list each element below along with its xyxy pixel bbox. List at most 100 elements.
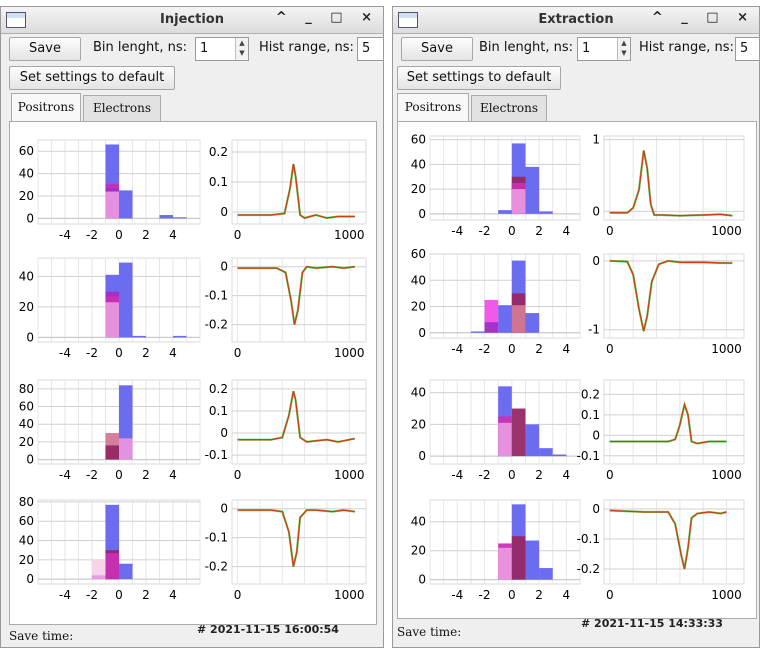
x-tick-label: 1000 [711, 224, 742, 238]
y-tick-label: 60 [19, 144, 34, 158]
x-tick-label: 1000 [334, 346, 365, 360]
y-tick-label: 80 [19, 382, 34, 396]
x-tick-label: 4 [169, 588, 177, 602]
y-tick-label: 0.2 [209, 145, 228, 159]
waveform-trace [237, 390, 355, 443]
set-default-button[interactable]: Set settings to default [9, 66, 175, 90]
y-tick-label: 60 [19, 514, 34, 528]
y-tick-label: 20 [411, 544, 426, 558]
window-icon [398, 12, 418, 28]
y-tick-label: 0.1 [209, 404, 228, 418]
x-tick-label: 2 [142, 588, 150, 602]
y-tick-label: -1 [588, 323, 600, 337]
title-bar[interactable]: Extraction ^ _ □ × [393, 7, 759, 34]
histogram-bar [470, 331, 485, 333]
x-tick-label: 4 [563, 224, 571, 238]
y-tick-label: 20 [411, 417, 426, 431]
x-tick-label: 0 [234, 588, 242, 602]
plot-right-0: 0 20 40 60 -4 -2 0 2 4 [411, 133, 581, 238]
x-tick-label: -4 [59, 228, 71, 242]
plot-area [603, 135, 745, 221]
bin-length-spinbox[interactable]: 1 ▲ ▼ [577, 37, 631, 61]
plot-left-4: 0 20 40 60 80 -4 -2 0 2 4 [19, 379, 201, 482]
plot-left-2: 0 20 40 -4 -2 0 2 4 [19, 257, 201, 360]
plot-right-6: 0 20 40 -4 -2 0 2 4 [411, 499, 581, 602]
window-icon [6, 12, 26, 28]
x-tick-label: 2 [142, 346, 150, 360]
y-tick-label: 0 [418, 326, 426, 340]
y-tick-label: 0.1 [209, 175, 228, 189]
spin-arrows-icon[interactable]: ▲ ▼ [617, 38, 630, 60]
extraction-window: Extraction ^ _ □ × Save Bin lenght, ns: … [392, 6, 760, 648]
tab-positrons[interactable]: Positrons [11, 93, 81, 121]
window-controls[interactable]: ^ _ □ × [651, 10, 755, 25]
y-tick-label: 40 [19, 269, 34, 283]
y-tick-label: 60 [411, 133, 426, 147]
x-tick-label: 2 [535, 588, 543, 602]
waveform-trace [609, 402, 727, 445]
tab-electrons[interactable]: Electrons [471, 95, 547, 121]
x-tick-label: 0 [606, 224, 614, 238]
x-tick-label: 2 [535, 224, 543, 238]
waveform-trace [237, 163, 355, 219]
x-tick-label: -2 [479, 468, 491, 482]
x-tick-label: 0 [115, 468, 123, 482]
bin-length-spinbox[interactable]: 1 ▲ ▼ [195, 37, 249, 61]
tab-positrons[interactable]: Positrons [397, 93, 469, 121]
x-tick-label: 1000 [334, 588, 365, 602]
y-tick-label: 0 [220, 205, 228, 219]
save-button[interactable]: Save [401, 37, 473, 61]
x-tick-label: 1000 [711, 588, 742, 602]
histogram-bar [119, 563, 133, 580]
waveform-trace [237, 265, 355, 325]
x-tick-label: 0 [234, 468, 242, 482]
histogram-bar [552, 454, 567, 457]
x-tick-label: 0 [234, 346, 242, 360]
x-tick-label: 0 [606, 588, 614, 602]
plot-right-1: 1 00 1000 [592, 133, 745, 238]
y-tick-label: -0.2 [577, 562, 600, 576]
y-tick-label: 0 [592, 428, 600, 442]
plot-area [603, 253, 745, 339]
window-controls[interactable]: ^ _ □ × [275, 10, 379, 25]
y-tick-label: -0.2 [205, 560, 228, 574]
x-tick-label: -4 [59, 468, 71, 482]
histogram-bar [119, 438, 133, 460]
y-tick-label: 40 [411, 515, 426, 529]
x-tick-label: 0 [606, 468, 614, 482]
plots-panel: 0 20 40 60 -4 -2 0 2 4 1 0 0 1000 0 20 40 60 -4 -2 0 2 4 0 -1 0 1… [397, 121, 757, 619]
x-tick-label: -2 [86, 346, 98, 360]
title-bar[interactable]: Injection ^ _ □ × [1, 7, 383, 34]
spin-arrows-icon[interactable]: ▲ ▼ [235, 38, 248, 60]
histogram-bar [525, 166, 540, 214]
y-tick-label: 40 [19, 167, 34, 181]
histogram-bar [173, 335, 187, 338]
x-tick-label: -4 [59, 588, 71, 602]
y-tick-label: -0.1 [577, 449, 600, 463]
set-default-button[interactable]: Set settings to default [397, 66, 561, 90]
histogram-bar [92, 575, 106, 580]
y-tick-label: 1 [592, 133, 600, 147]
y-tick-label: -0.2 [205, 318, 228, 332]
x-tick-label: 1000 [334, 228, 365, 242]
tab-electrons[interactable]: Electrons [83, 95, 161, 121]
y-tick-label: -0.1 [205, 289, 228, 303]
y-tick-label: 0 [592, 254, 600, 268]
y-tick-label: 20 [411, 182, 426, 196]
y-tick-label: 0 [26, 572, 34, 586]
y-tick-label: 40 [411, 386, 426, 400]
histogram-bar [119, 262, 133, 338]
bin-length-value: 1 [200, 41, 209, 56]
y-tick-label: 60 [19, 400, 34, 414]
histogram-bar [539, 448, 553, 457]
histogram-bar [511, 408, 526, 457]
x-tick-label: 4 [563, 588, 571, 602]
hist-range-spinbox[interactable]: 5 [735, 37, 759, 61]
hist-range-spinbox[interactable]: 5 [357, 37, 383, 61]
plot-right-3: 0 -1 0 1000 [588, 253, 745, 356]
save-button[interactable]: Save [9, 37, 81, 61]
y-tick-label: 0.1 [581, 408, 600, 422]
x-tick-label: 4 [169, 228, 177, 242]
y-tick-label: 40 [19, 534, 34, 548]
